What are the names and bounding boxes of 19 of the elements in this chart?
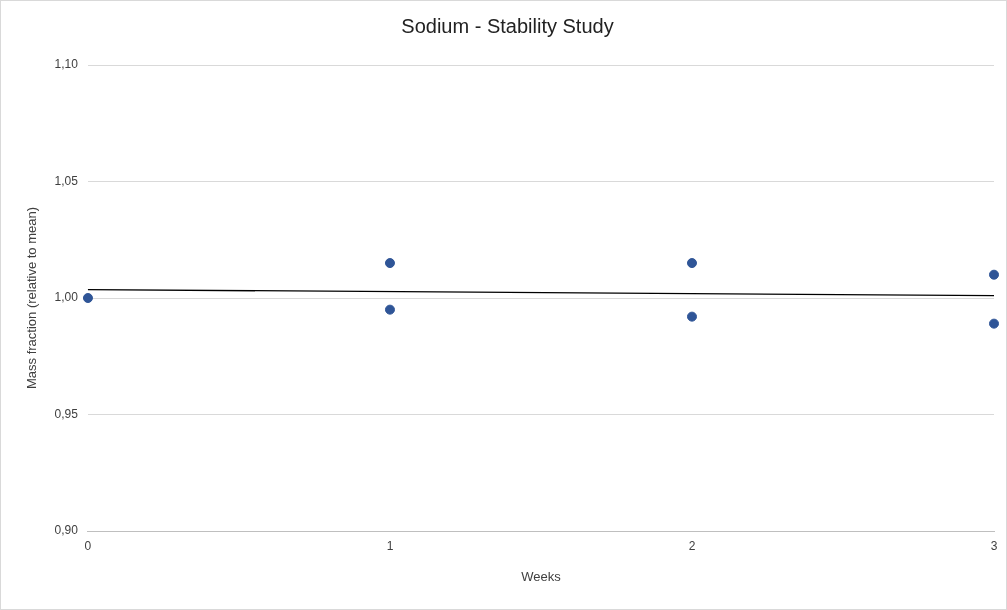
point	[384, 258, 395, 269]
point	[989, 318, 999, 329]
chart-title: Sodium - Stability Study	[401, 14, 614, 37]
y-tick-label: 1,10	[54, 57, 79, 72]
y-tick-label: 0,95	[54, 406, 79, 421]
y-tick-label: 0,90	[54, 523, 79, 538]
point	[384, 304, 395, 315]
x-tick-label: 1	[386, 538, 394, 553]
point	[686, 311, 697, 322]
y-axis-title: Mass fraction (relative to mean)	[24, 206, 40, 390]
point	[989, 269, 999, 280]
y-tick-label: 1,05	[54, 173, 79, 188]
x-tick-label: 0	[84, 538, 92, 553]
point	[686, 258, 697, 269]
point	[82, 293, 93, 303]
x-axis-title: Weeks	[521, 568, 562, 584]
x-tick-label: 3	[990, 538, 998, 553]
y-tick-label: 1,00	[54, 290, 79, 305]
x-tick-label: 2	[688, 538, 696, 553]
